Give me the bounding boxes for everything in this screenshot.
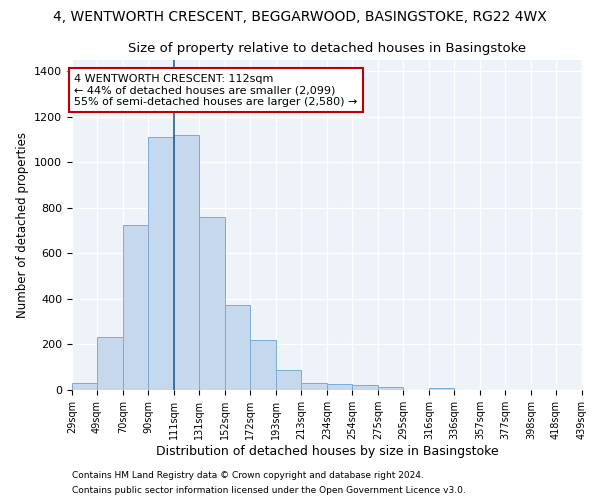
Text: Contains public sector information licensed under the Open Government Licence v3: Contains public sector information licen…: [72, 486, 466, 495]
Text: 4 WENTWORTH CRESCENT: 112sqm
← 44% of detached houses are smaller (2,099)
55% of: 4 WENTWORTH CRESCENT: 112sqm ← 44% of de…: [74, 74, 358, 107]
Bar: [148, 138, 174, 390]
Bar: [378, 386, 403, 390]
Bar: [72, 383, 97, 390]
Bar: [225, 304, 250, 390]
Bar: [327, 384, 352, 390]
Bar: [174, 135, 199, 390]
Y-axis label: Number of detached properties: Number of detached properties: [16, 132, 29, 318]
X-axis label: Distribution of detached houses by size in Basingstoke: Distribution of detached houses by size …: [155, 445, 499, 458]
Text: 4, WENTWORTH CRESCENT, BEGGARWOOD, BASINGSTOKE, RG22 4WX: 4, WENTWORTH CRESCENT, BEGGARWOOD, BASIN…: [53, 10, 547, 24]
Title: Size of property relative to detached houses in Basingstoke: Size of property relative to detached ho…: [128, 42, 526, 54]
Bar: [250, 340, 276, 390]
Bar: [301, 383, 327, 390]
Bar: [199, 217, 225, 390]
Bar: [352, 386, 378, 390]
Bar: [429, 388, 454, 390]
Text: Contains HM Land Registry data © Crown copyright and database right 2024.: Contains HM Land Registry data © Crown c…: [72, 471, 424, 480]
Bar: [123, 225, 148, 390]
Bar: [97, 336, 123, 390]
Bar: [276, 370, 301, 390]
